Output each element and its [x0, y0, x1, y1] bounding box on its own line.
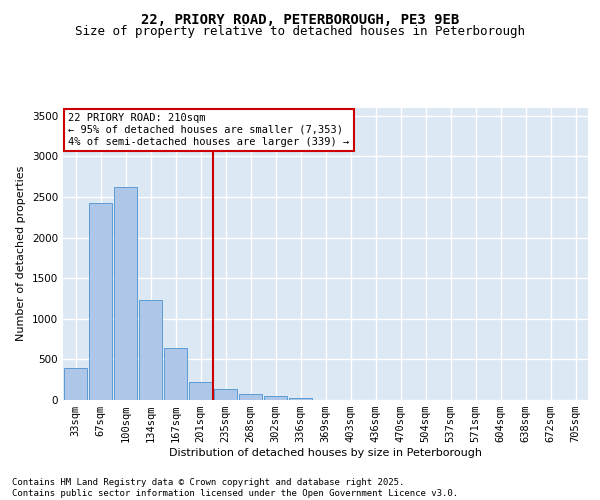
- Text: 22, PRIORY ROAD, PETERBOROUGH, PE3 9EB: 22, PRIORY ROAD, PETERBOROUGH, PE3 9EB: [141, 12, 459, 26]
- Text: 22 PRIORY ROAD: 210sqm
← 95% of detached houses are smaller (7,353)
4% of semi-d: 22 PRIORY ROAD: 210sqm ← 95% of detached…: [68, 114, 349, 146]
- Bar: [164, 348, 187, 400]
- Text: Size of property relative to detached houses in Peterborough: Size of property relative to detached ho…: [75, 25, 525, 38]
- Bar: [239, 394, 262, 400]
- Bar: [89, 204, 112, 400]
- Bar: [263, 396, 287, 400]
- Y-axis label: Number of detached properties: Number of detached properties: [16, 166, 26, 342]
- Bar: [289, 398, 313, 400]
- Bar: [113, 187, 137, 400]
- Bar: [214, 389, 238, 400]
- X-axis label: Distribution of detached houses by size in Peterborough: Distribution of detached houses by size …: [169, 448, 482, 458]
- Text: Contains HM Land Registry data © Crown copyright and database right 2025.
Contai: Contains HM Land Registry data © Crown c…: [12, 478, 458, 498]
- Bar: [139, 300, 163, 400]
- Bar: [188, 382, 212, 400]
- Bar: [64, 368, 88, 400]
